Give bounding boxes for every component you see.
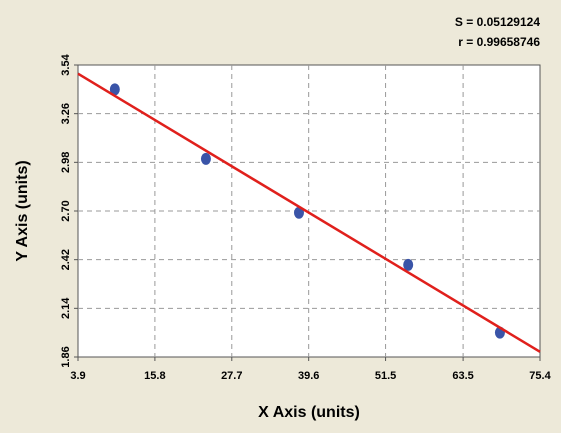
x-tick-label: 15.8 xyxy=(144,370,165,382)
y-tick-label: 2.70 xyxy=(60,200,72,221)
data-point xyxy=(200,152,211,165)
data-point xyxy=(293,206,304,219)
x-axis-label: X Axis (units) xyxy=(258,404,360,421)
y-tick-label: 1.86 xyxy=(60,346,72,367)
x-tick-label: 63.5 xyxy=(452,370,473,382)
y-tick-label: 2.14 xyxy=(60,297,72,319)
y-tick-label: 2.98 xyxy=(60,152,72,173)
fit-line xyxy=(77,72,541,353)
y-axis-label: Y Axis (units) xyxy=(14,160,31,261)
y-tick-label: 3.26 xyxy=(60,103,72,124)
x-tick-label: 75.4 xyxy=(529,370,551,382)
x-tick-label: 3.9 xyxy=(70,370,85,382)
data-point xyxy=(403,258,414,271)
x-tick-label: 51.5 xyxy=(375,370,396,382)
data-point xyxy=(109,83,120,96)
x-tick-label: 39.6 xyxy=(298,370,319,382)
y-tick-label: 2.42 xyxy=(60,249,72,270)
annotation: S = 0.05129124 xyxy=(455,15,540,29)
annotation: r = 0.99658746 xyxy=(458,35,540,49)
y-tick-label: 3.54 xyxy=(60,53,72,75)
x-tick-label: 27.7 xyxy=(221,370,242,382)
